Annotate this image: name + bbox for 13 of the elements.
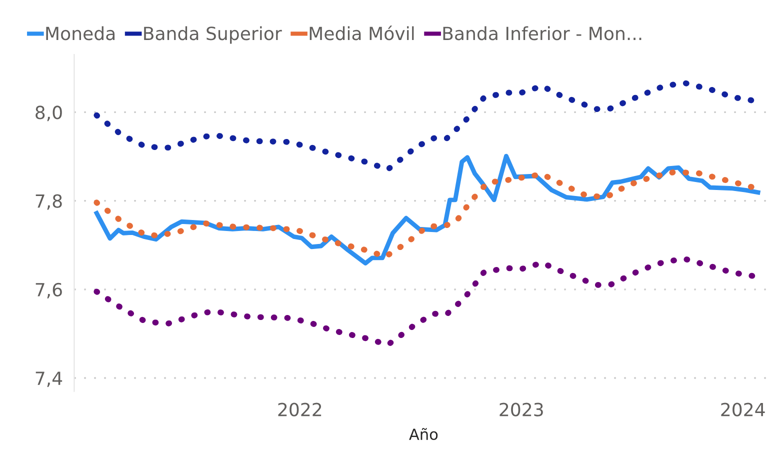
legend-label: Media Móvil: [310, 26, 414, 40]
legend-label: Moneda: [46, 26, 115, 40]
x-tick-label: 2024: [721, 402, 765, 416]
legend-label: Banda Superior: [144, 26, 282, 44]
line-series: [94, 154, 760, 266]
y-tick-label: 7,6: [36, 282, 62, 298]
y-tick-label: 8,0: [36, 106, 62, 122]
x-tick-label: 2023: [500, 402, 543, 416]
x-tick-label: 2022: [278, 402, 322, 416]
y-tick-label: 7,4: [36, 372, 62, 387]
y-tick-label: 7,8: [36, 194, 62, 210]
legend-label: Banda Inferior - Mon...: [443, 26, 642, 40]
x-axis-title: Año: [409, 428, 438, 440]
